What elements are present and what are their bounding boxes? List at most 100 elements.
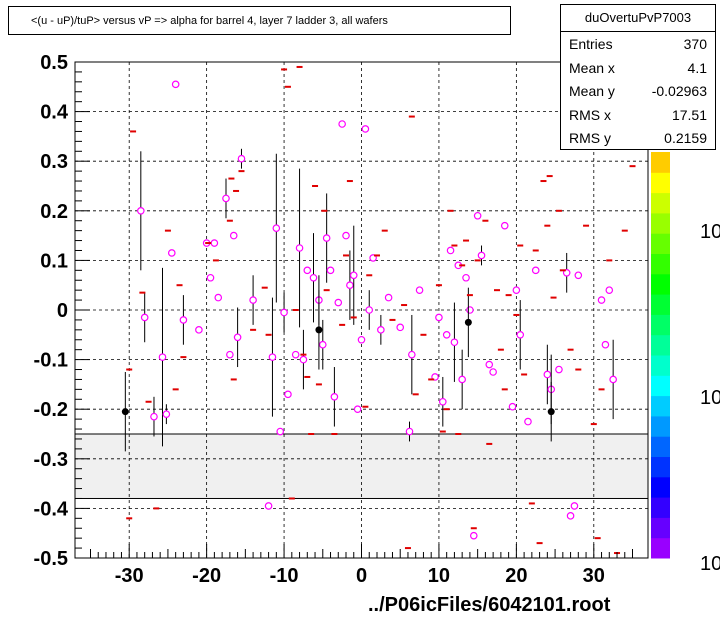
red-box-marker <box>226 219 233 222</box>
axis-layer: -30 -20 -10 0 10 20 30 0.5 0.4 0.3 0.2 0.1 0 -0.1 -0.2… <box>34 52 649 587</box>
palette-label: 10 <box>700 553 720 575</box>
stats-key: Entries <box>569 36 613 52</box>
data-point <box>137 207 145 215</box>
data-point <box>346 281 354 290</box>
data-point <box>377 326 385 334</box>
red-box-marker <box>300 353 307 356</box>
red-box-marker <box>164 229 171 232</box>
red-box-marker <box>521 373 528 376</box>
palette-cell <box>651 253 670 275</box>
palette-cell <box>651 375 670 397</box>
data-point <box>566 512 575 520</box>
red-box-marker <box>528 502 535 505</box>
red-box-marker <box>265 333 272 336</box>
y-tick-label: 0.2 <box>40 201 68 223</box>
data-point <box>439 397 447 406</box>
stats-row-rms-y: RMS y 0.2159 <box>561 126 715 150</box>
stats-value: -0.02963 <box>651 83 707 99</box>
red-box-marker <box>339 323 346 326</box>
red-box-marker <box>463 239 470 242</box>
data-point-filled <box>464 318 472 326</box>
palette-cell <box>651 212 670 234</box>
data-point <box>150 412 158 421</box>
data-point <box>361 125 370 133</box>
data-point <box>276 427 284 436</box>
red-box-marker <box>583 224 590 227</box>
data-point <box>500 221 509 230</box>
data-point <box>353 405 362 414</box>
data-point <box>268 353 277 361</box>
stats-row-entries: Entries 370 <box>561 32 715 56</box>
red-box-marker <box>292 309 299 311</box>
red-box-marker <box>428 378 435 381</box>
data-point <box>140 313 149 322</box>
red-box-marker <box>497 348 504 351</box>
y-tick-label: -0.2 <box>34 399 68 421</box>
red-box-marker <box>145 400 152 403</box>
data-point-filled <box>315 326 323 334</box>
red-box-marker <box>366 274 373 277</box>
data-point <box>322 234 331 242</box>
red-box-marker <box>505 294 512 297</box>
data-point <box>210 239 219 247</box>
stats-box: duOvertuPvP7003 Entries 370 Mean x 4.1 M… <box>560 4 716 150</box>
data-point <box>442 330 451 339</box>
data-point <box>291 350 300 359</box>
y-tick-label: -0.5 <box>34 548 68 570</box>
red-box-marker <box>350 316 357 319</box>
data-point <box>264 502 273 510</box>
data-point <box>338 120 346 128</box>
data-point <box>158 353 167 361</box>
stats-row-mean-x: Mean x 4.1 <box>561 56 715 80</box>
y-tick-label: -0.1 <box>34 350 68 372</box>
data-point <box>574 271 583 280</box>
data-point <box>233 333 242 342</box>
palette-cell <box>651 233 670 254</box>
palette-cell <box>651 497 670 518</box>
red-box-marker <box>435 284 442 287</box>
red-box-marker <box>284 85 291 88</box>
palette-cell <box>651 456 670 478</box>
y-tick-label: -0.4 <box>34 498 69 520</box>
red-box-marker <box>346 180 353 183</box>
marks-layer <box>121 65 636 555</box>
data-point <box>516 330 525 339</box>
file-path-label: ../P06icFiles/6042101.root <box>368 594 611 616</box>
red-box-marker <box>474 259 481 262</box>
palette-cell <box>651 334 670 356</box>
red-box-marker <box>180 356 187 359</box>
data-point-filled <box>121 408 129 416</box>
palette-cell <box>651 415 670 437</box>
stats-key: Mean x <box>569 59 615 76</box>
red-box-marker <box>559 269 566 272</box>
data-point <box>489 368 497 376</box>
red-box-marker <box>606 259 613 262</box>
stats-value: 0.2159 <box>664 130 707 146</box>
data-point <box>229 231 238 240</box>
red-box-marker <box>555 209 562 212</box>
data-point <box>357 335 366 344</box>
red-box-marker <box>153 507 160 510</box>
red-box-marker <box>321 209 328 212</box>
data-point <box>167 249 176 257</box>
red-box-marker <box>288 497 295 500</box>
data-point <box>543 370 552 379</box>
red-box-marker <box>401 304 408 307</box>
red-box-marker <box>594 537 601 540</box>
data-point <box>330 392 339 401</box>
y-tick-label: 0.1 <box>40 250 68 272</box>
data-point <box>162 410 171 418</box>
x-tick-label: 30 <box>583 565 605 587</box>
data-point <box>508 402 517 411</box>
data-point-filled <box>547 408 555 416</box>
red-box-marker <box>550 296 557 299</box>
data-point <box>179 316 188 324</box>
data-point <box>477 251 486 260</box>
data-point <box>609 375 617 384</box>
red-box-marker <box>308 433 315 435</box>
data-point <box>226 350 234 359</box>
red-box-marker <box>598 388 605 391</box>
red-box-marker <box>296 65 303 68</box>
stats-value: 4.1 <box>687 59 707 76</box>
